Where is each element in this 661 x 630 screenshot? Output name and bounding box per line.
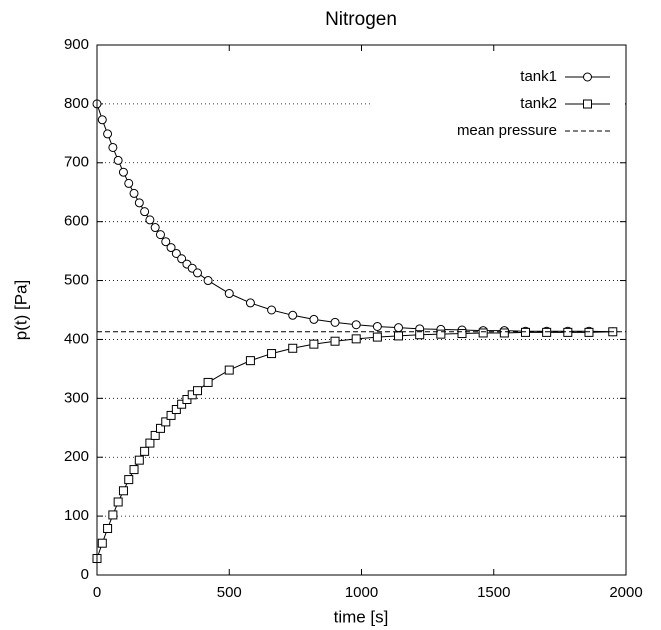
data-point xyxy=(457,329,467,339)
data-point xyxy=(436,329,446,339)
data-point xyxy=(394,331,404,341)
data-point xyxy=(129,188,139,198)
chart-title: Nitrogen xyxy=(325,9,397,30)
data-point xyxy=(97,538,107,548)
y-tick-label: 200 xyxy=(64,448,89,465)
legend-marker xyxy=(583,72,592,82)
data-point xyxy=(118,167,128,177)
data-point xyxy=(267,305,277,315)
x-tick-label: 500 xyxy=(217,584,242,601)
x-tick-label: 1000 xyxy=(345,584,378,601)
data-point xyxy=(171,405,181,415)
y-tick-label: 900 xyxy=(64,36,89,53)
data-point xyxy=(150,223,160,233)
data-point xyxy=(372,321,382,331)
y-tick-label: 600 xyxy=(64,213,89,230)
legend-marker xyxy=(583,99,592,109)
data-point xyxy=(288,343,298,353)
data-point xyxy=(124,475,134,485)
y-axis-label: p(t) [Pa] xyxy=(11,280,30,340)
data-point xyxy=(245,356,255,366)
data-point xyxy=(134,455,144,465)
data-point xyxy=(584,327,594,337)
y-tick-label: 100 xyxy=(64,507,89,524)
data-point xyxy=(140,446,150,456)
legend-label: tank2 xyxy=(520,95,557,112)
data-point xyxy=(520,327,530,337)
data-point xyxy=(155,230,165,240)
data-point xyxy=(166,243,176,253)
data-point xyxy=(118,486,128,496)
data-point xyxy=(161,417,171,427)
data-point xyxy=(108,142,118,152)
data-point xyxy=(203,276,213,286)
data-point xyxy=(108,510,118,520)
y-tick-label: 800 xyxy=(64,95,89,112)
data-point xyxy=(182,395,192,405)
y-tick-label: 500 xyxy=(64,272,89,289)
data-point xyxy=(351,320,361,330)
data-point xyxy=(267,349,277,359)
series-line xyxy=(96,103,613,333)
data-point xyxy=(415,330,425,340)
y-tick-label: 300 xyxy=(64,389,89,406)
data-point xyxy=(542,327,552,337)
data-point xyxy=(171,248,181,258)
data-point xyxy=(166,410,176,420)
data-point xyxy=(288,310,298,320)
data-point xyxy=(563,327,573,337)
data-point xyxy=(140,207,150,217)
y-tick-label: 700 xyxy=(64,154,89,171)
data-point xyxy=(193,386,203,396)
data-point xyxy=(145,438,155,448)
legend-label: tank1 xyxy=(520,68,557,85)
data-point xyxy=(309,339,319,349)
data-point xyxy=(224,289,234,299)
x-tick-label: 2000 xyxy=(609,584,642,601)
data-point xyxy=(499,328,509,338)
data-point xyxy=(124,178,134,188)
y-tick-label: 0 xyxy=(81,566,89,583)
data-point xyxy=(351,334,361,344)
plot-frame xyxy=(96,44,627,576)
x-axis-label: time [s] xyxy=(334,607,389,626)
x-tick-label: 1500 xyxy=(477,584,510,601)
data-point xyxy=(193,268,203,278)
data-point xyxy=(203,377,213,387)
data-point xyxy=(330,317,340,327)
data-point xyxy=(330,336,340,346)
data-point xyxy=(145,215,155,225)
data-point xyxy=(134,198,144,208)
x-tick-label: 0 xyxy=(93,584,101,601)
data-point xyxy=(150,430,160,440)
data-point xyxy=(103,129,113,139)
legend-label: mean pressure xyxy=(457,122,557,139)
data-point xyxy=(97,115,107,125)
data-point xyxy=(177,254,187,264)
data-point xyxy=(155,423,165,433)
data-point xyxy=(394,323,404,333)
data-point xyxy=(309,314,319,324)
y-tick-label: 400 xyxy=(64,330,89,347)
data-point xyxy=(113,155,123,165)
data-point xyxy=(161,237,171,247)
series-line xyxy=(96,331,613,559)
data-point xyxy=(129,465,139,475)
data-point xyxy=(478,328,488,338)
data-point xyxy=(224,365,234,375)
data-point xyxy=(177,399,187,409)
data-point xyxy=(103,523,113,533)
data-point xyxy=(113,497,123,507)
data-point xyxy=(372,332,382,342)
data-point xyxy=(245,298,255,308)
